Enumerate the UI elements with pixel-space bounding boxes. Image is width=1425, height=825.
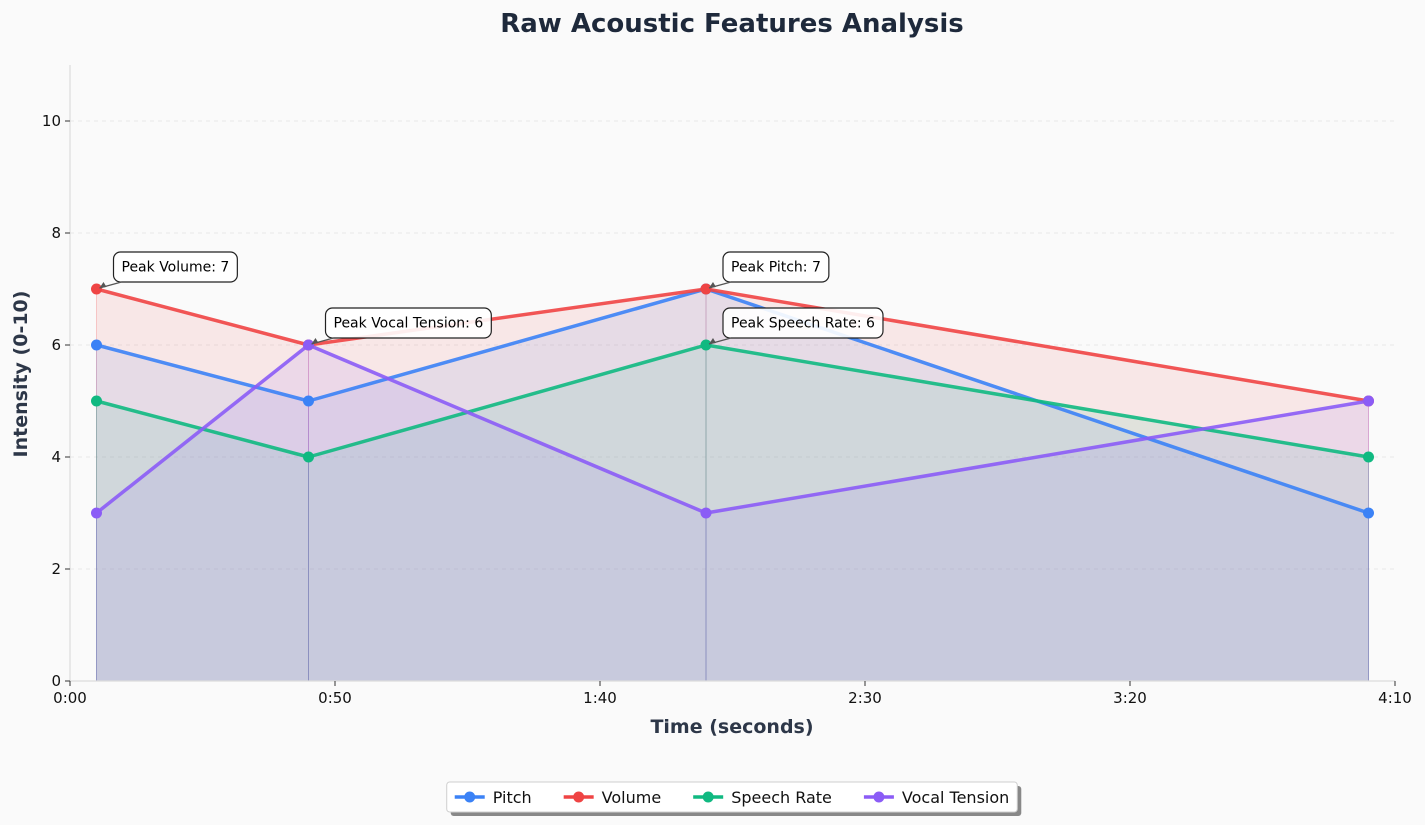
data-point-3-2 bbox=[700, 507, 712, 519]
y-axis-title: Intensity (0-10) bbox=[10, 291, 32, 458]
series-areas bbox=[96, 289, 1369, 681]
y-tick-label-1: 2 bbox=[51, 560, 61, 578]
data-points bbox=[91, 283, 1374, 519]
annotation-box-2 bbox=[722, 251, 830, 283]
data-point-3-1 bbox=[303, 339, 314, 351]
grid-lines bbox=[70, 120, 1395, 570]
series-area-2 bbox=[96, 345, 1369, 681]
x-tick-label-4: 3:20 bbox=[1113, 689, 1147, 707]
annotation-text-0: Peak Volume: 7 bbox=[122, 259, 230, 275]
data-point-0-3 bbox=[1363, 507, 1374, 519]
annotation-1: Peak Vocal Tension: 6 bbox=[311, 307, 492, 345]
data-point-0-0 bbox=[91, 339, 102, 351]
annotation-arrowhead-0 bbox=[99, 282, 107, 288]
axes: 0:00 0:50 1:40 2:30 3:20 4:10 0 2 4 6 8 10 bbox=[42, 65, 1412, 707]
data-point-0-1 bbox=[303, 395, 314, 407]
data-point-2-2 bbox=[700, 339, 712, 351]
y-tick-label-5: 10 bbox=[42, 112, 61, 130]
annotation-box-3 bbox=[722, 307, 884, 339]
data-point-2-1 bbox=[303, 451, 314, 463]
data-point-3-0 bbox=[91, 507, 102, 519]
chart-title: Raw Acoustic Features Analysis bbox=[500, 9, 964, 39]
data-point-1-2 bbox=[700, 283, 712, 295]
annotation-text-1: Peak Vocal Tension: 6 bbox=[334, 315, 484, 331]
annotation-arrowhead-3 bbox=[709, 338, 716, 344]
annotation-arrowhead-2 bbox=[709, 282, 716, 288]
annotation-box-0 bbox=[112, 251, 238, 283]
annotation-0: Peak Volume: 7 bbox=[99, 251, 238, 289]
x-axis-title: Time (seconds) bbox=[650, 716, 813, 738]
annotation-text-2: Peak Pitch: 7 bbox=[731, 259, 821, 275]
legend-swatch-marker-2 bbox=[702, 791, 714, 803]
data-point-3-3 bbox=[1363, 395, 1374, 407]
annotation-box-1 bbox=[324, 307, 492, 339]
legend-swatch-marker-1 bbox=[573, 791, 585, 803]
y-tick-label-2: 4 bbox=[51, 448, 61, 466]
legend-label-1: Volume bbox=[602, 788, 662, 807]
y-tick-label-4: 8 bbox=[51, 224, 61, 242]
legend-swatch-marker-3 bbox=[873, 791, 885, 803]
series-area-0 bbox=[96, 289, 1369, 681]
annotation-arrowhead-1 bbox=[311, 338, 319, 344]
x-tick-label-2: 1:40 bbox=[583, 689, 617, 707]
legend-box bbox=[446, 781, 1018, 813]
y-tick-label-0: 0 bbox=[51, 672, 61, 690]
annotation-2: Peak Pitch: 7 bbox=[708, 251, 830, 289]
series-line-1 bbox=[96, 287, 1369, 403]
series-area-1 bbox=[96, 289, 1369, 681]
x-tick-label-5: 4:10 bbox=[1378, 689, 1412, 707]
series-line-3 bbox=[95, 343, 1369, 515]
legend-label-3: Vocal Tension bbox=[902, 788, 1009, 807]
legend-label-2: Speech Rate bbox=[731, 788, 832, 807]
y-tick-label-3: 6 bbox=[51, 336, 61, 354]
x-tick-label-1: 0:50 bbox=[318, 689, 352, 707]
series-lines bbox=[95, 287, 1370, 515]
annotation-text-3: Peak Speech Rate: 6 bbox=[731, 315, 875, 331]
legend-swatch-marker-0 bbox=[464, 791, 476, 803]
x-tick-label-3: 2:30 bbox=[848, 689, 882, 707]
annotation-3: Peak Speech Rate: 6 bbox=[708, 307, 884, 345]
data-point-2-3 bbox=[1363, 451, 1374, 463]
legend-label-0: Pitch bbox=[493, 788, 532, 807]
legend: Pitch Volume Speech Rate Vocal Tension bbox=[446, 781, 1022, 816]
data-point-1-0 bbox=[91, 283, 102, 295]
annotations: Peak Volume: 7 Peak Vocal Tension: 6 Peak … bbox=[99, 251, 884, 345]
data-point-2-0 bbox=[91, 395, 102, 407]
series-area-3 bbox=[96, 345, 1369, 681]
x-tick-label-0: 0:00 bbox=[53, 689, 87, 707]
